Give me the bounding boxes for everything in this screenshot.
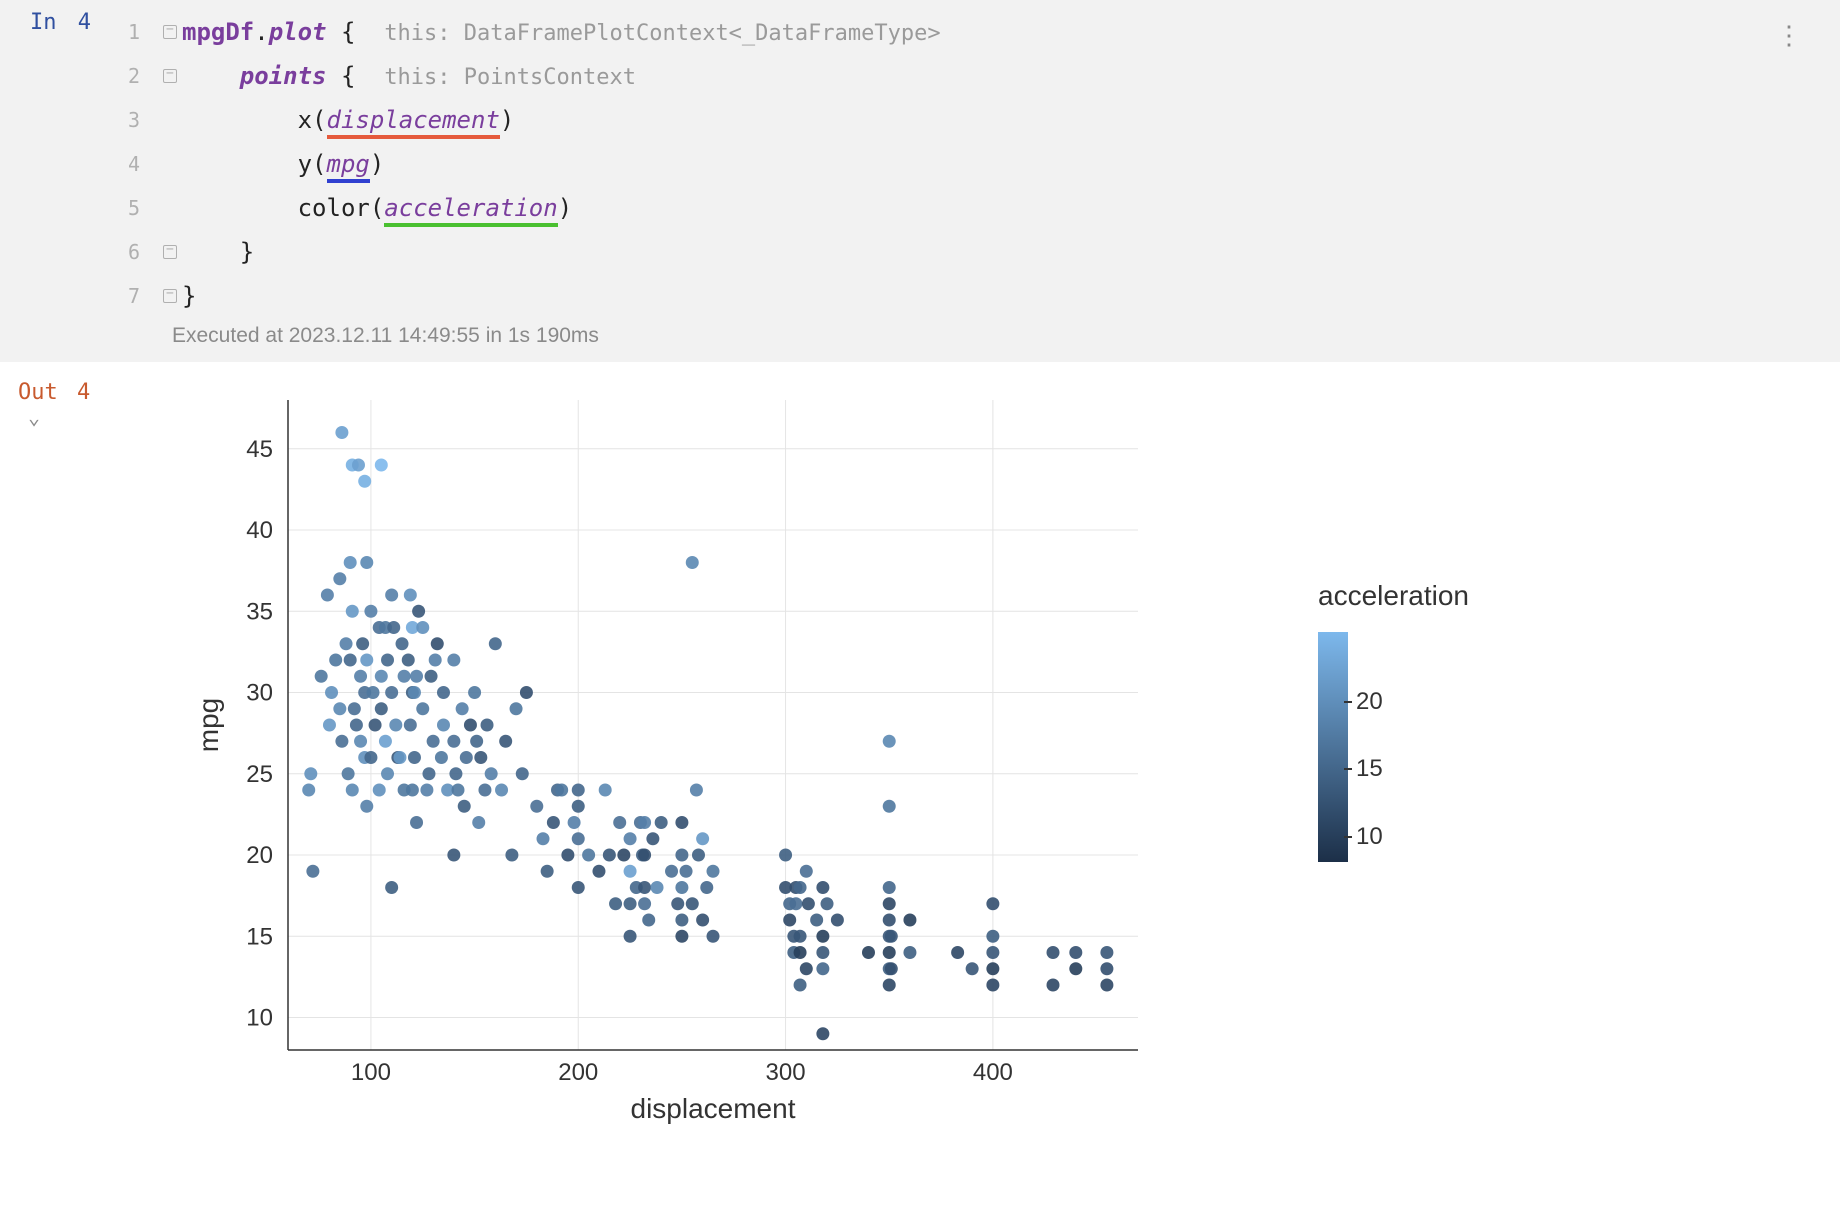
svg-text:40: 40 [246, 517, 273, 544]
fold-icon[interactable] [163, 289, 177, 303]
code-text: color(acceleration) [182, 194, 572, 222]
svg-text:displacement: displacement [631, 1093, 796, 1124]
svg-text:100: 100 [351, 1059, 391, 1086]
execution-info: Executed at 2023.12.11 14:49:55 in 1s 19… [172, 318, 1840, 352]
line-number: 3 [110, 108, 140, 132]
legend-tick: 15 [1356, 755, 1383, 783]
scatter-plot: 100 200 300 400 10 15 20 25 30 35 40 45 displacement… [168, 380, 1188, 1140]
legend-title: acceleration [1318, 580, 1469, 612]
output-cell: Out 4 ⌄ 100 200 300 400 10 15 20 25 30 35 40 45 disp… [0, 362, 1840, 1140]
code-line[interactable]: 1 mpgDf.plot { this: DataFramePlotContext… [110, 10, 1840, 54]
color-legend: acceleration 10 15 20 [1318, 580, 1469, 867]
code-text: y(mpg) [182, 150, 384, 178]
fold-icon[interactable] [163, 69, 177, 83]
chart-output: 100 200 300 400 10 15 20 25 30 35 40 45 displacement… [168, 380, 1188, 1140]
code-line[interactable]: 2 points { this: PointsContext [110, 54, 1840, 98]
svg-text:200: 200 [558, 1059, 598, 1086]
svg-text:400: 400 [973, 1059, 1013, 1086]
svg-text:10: 10 [246, 1005, 273, 1032]
line-number: 4 [110, 152, 140, 176]
svg-text:35: 35 [246, 598, 273, 625]
svg-text:300: 300 [766, 1059, 806, 1086]
code-line[interactable]: 4 y(mpg) [110, 142, 1840, 186]
svg-text:25: 25 [246, 761, 273, 788]
more-menu-icon[interactable]: ⋮ [1776, 20, 1800, 51]
svg-text:45: 45 [246, 436, 273, 463]
fold-icon[interactable] [163, 25, 177, 39]
line-number: 6 [110, 240, 140, 264]
code-cell: In 4 1 mpgDf.plot { this: DataFramePlotCo… [0, 0, 1840, 362]
legend-tick: 20 [1356, 688, 1383, 716]
code-text: } [182, 282, 196, 310]
fold-gutter[interactable] [158, 25, 182, 39]
svg-text:20: 20 [246, 842, 273, 869]
svg-text:30: 30 [246, 680, 273, 707]
collapse-chevron-icon[interactable]: ⌄ [28, 405, 40, 429]
code-text: mpgDf.plot { this: DataFramePlotContext<… [182, 18, 941, 46]
out-label: Out 4 ⌄ [18, 380, 108, 1140]
svg-text:15: 15 [246, 923, 273, 950]
line-number: 2 [110, 64, 140, 88]
gradient-bar [1318, 632, 1348, 862]
code-text: points { this: PointsContext [182, 62, 636, 90]
fold-gutter[interactable] [158, 69, 182, 83]
code-text: } [182, 238, 254, 266]
code-line[interactable]: 3 x(displacement) [110, 98, 1840, 142]
in-label: In 4 [30, 10, 91, 35]
line-number: 5 [110, 196, 140, 220]
line-number: 1 [110, 20, 140, 44]
code-line[interactable]: 5 color(acceleration) [110, 186, 1840, 230]
fold-icon[interactable] [163, 245, 177, 259]
fold-gutter[interactable] [158, 245, 182, 259]
code-text: x(displacement) [182, 106, 514, 134]
code-line[interactable]: 6 } [110, 230, 1840, 274]
line-number: 7 [110, 284, 140, 308]
fold-gutter[interactable] [158, 289, 182, 303]
legend-tick: 10 [1356, 823, 1383, 851]
code-editor[interactable]: 1 mpgDf.plot { this: DataFramePlotContext… [110, 10, 1840, 318]
code-line[interactable]: 7} [110, 274, 1840, 318]
svg-text:mpg: mpg [193, 698, 224, 752]
